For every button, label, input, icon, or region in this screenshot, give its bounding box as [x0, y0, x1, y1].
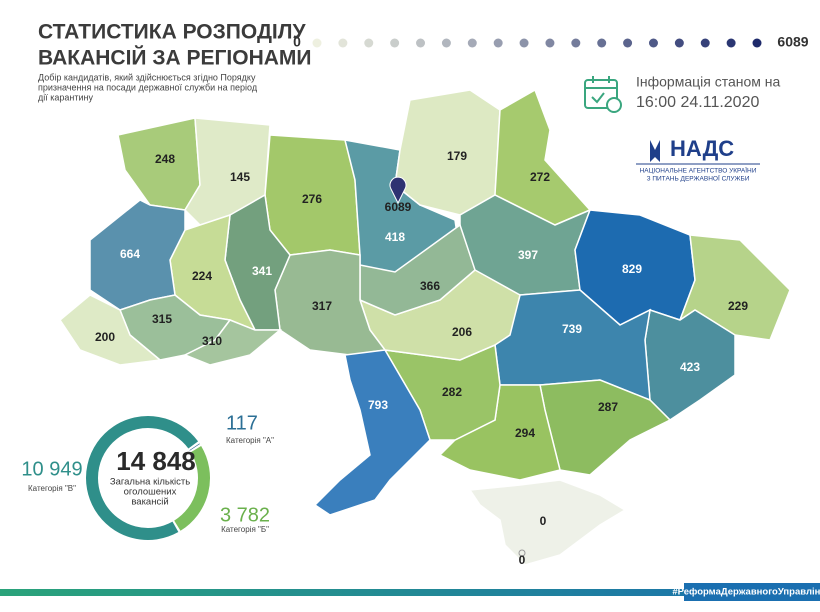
subtitle-line: призначення на посади державної служби н…	[38, 82, 258, 92]
region-label: 145	[230, 170, 250, 184]
logo-line: З ПИТАНЬ ДЕРЖАВНОЇ СЛУЖБИ	[647, 175, 750, 183]
legend-dot	[545, 39, 554, 48]
region-label: 0	[540, 514, 547, 528]
legend-min: 0	[293, 34, 301, 50]
region-label: 179	[447, 149, 467, 163]
info-datetime: 16:00 24.11.2020	[636, 94, 759, 111]
legend-dot	[701, 39, 710, 48]
legend-dot	[494, 39, 503, 48]
region-label: 200	[95, 330, 115, 344]
legend-dot	[468, 39, 477, 48]
region-label: 366	[420, 279, 440, 293]
region-label: 248	[155, 152, 175, 166]
region-label: 664	[120, 247, 140, 261]
legend-dot	[675, 39, 684, 48]
region-label: 317	[312, 299, 332, 313]
legend-dot	[520, 39, 529, 48]
legend-dot	[442, 39, 451, 48]
region-label: 229	[728, 299, 748, 313]
logo-name: НАДС	[670, 136, 734, 161]
donut-total: 14 848	[116, 446, 196, 476]
legend-dot	[416, 39, 425, 48]
region-label: 272	[530, 170, 550, 184]
segment-name: Категорія "Б"	[221, 525, 269, 534]
region-label: 739	[562, 322, 582, 336]
subtitle-line: дії карантину	[38, 92, 93, 102]
segment-value: 10 949	[21, 458, 82, 480]
region-label: 315	[152, 312, 172, 326]
region-label: 224	[192, 269, 212, 283]
legend-dot	[313, 39, 322, 48]
region-label: 310	[202, 334, 222, 348]
region-label: 423	[680, 360, 700, 374]
legend-dot	[753, 39, 762, 48]
region-label: 206	[452, 325, 472, 339]
legend-dot	[390, 39, 399, 48]
subtitle-line: Добір кандидатів, який здійснюється згід…	[38, 72, 256, 82]
legend-dot	[338, 39, 347, 48]
title-line: СТАТИСТИКА РОЗПОДІЛУ	[38, 21, 306, 44]
title-line: ВАКАНСІЙ ЗА РЕГІОНАМИ	[38, 46, 312, 70]
region-label: 341	[252, 264, 272, 278]
region-label: 793	[368, 398, 388, 412]
region-label: 397	[518, 248, 538, 262]
region-label: 287	[598, 400, 618, 414]
legend-dot	[364, 39, 373, 48]
donut-caption: вакансій	[131, 497, 168, 508]
legend-dot	[597, 39, 606, 48]
legend-dot	[571, 39, 580, 48]
region-label: 6089	[385, 200, 412, 214]
legend-max: 6089	[777, 34, 808, 50]
region-label: 829	[622, 262, 642, 276]
region-label: 276	[302, 192, 322, 206]
region-label: 0	[519, 553, 526, 567]
segment-value: 3 782	[220, 504, 270, 526]
segment-value: 117	[226, 412, 258, 434]
logo-line: НАЦІОНАЛЬНЕ АГЕНТСТВО УКРАЇНИ	[640, 167, 757, 175]
info-label: Інформація станом на	[636, 74, 781, 90]
segment-name: Категорія "В"	[28, 484, 76, 493]
legend-dot	[649, 39, 658, 48]
legend-dot	[727, 39, 736, 48]
region-label: 418	[385, 230, 405, 244]
footer-text: #РеформаДержавногоУправління	[672, 587, 820, 598]
region-label: 282	[442, 385, 462, 399]
region-label: 294	[515, 426, 535, 440]
legend-dot	[623, 39, 632, 48]
segment-name: Категорія "А"	[226, 436, 274, 445]
